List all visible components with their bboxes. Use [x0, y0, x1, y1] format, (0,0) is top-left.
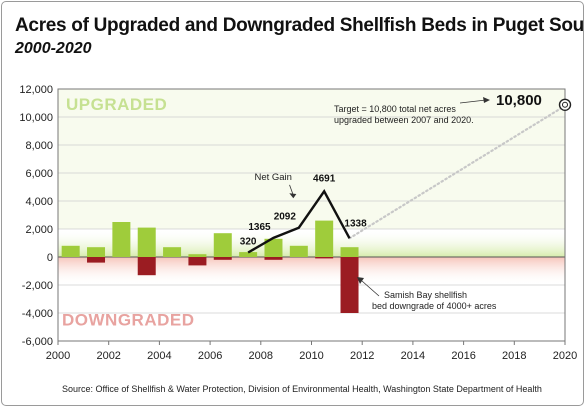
x-tick-label: 2012 — [350, 350, 374, 362]
downgraded-bar — [188, 257, 207, 266]
y-tick-label: 2,000 — [25, 224, 53, 236]
downgraded-bar — [137, 257, 156, 276]
upgraded-bar — [137, 227, 156, 257]
upgraded-bar — [112, 222, 131, 257]
net-gain-pointer-head — [289, 193, 297, 199]
x-tick-label: 2014 — [401, 350, 425, 362]
net-gain-label: Net Gain — [254, 172, 292, 183]
net-gain-value-label: 4691 — [313, 173, 336, 184]
net-gain-value-label: 320 — [240, 237, 257, 248]
x-tick-label: 2008 — [249, 350, 273, 362]
upgraded-bar — [264, 238, 283, 257]
target-pointer-head — [483, 97, 490, 103]
target-marker-inner-icon — [562, 101, 568, 108]
chart-title: Acres of Upgraded and Downgraded Shellfi… — [15, 15, 584, 36]
y-tick-label: 12,000 — [19, 84, 53, 96]
net-gain-value-label: 1338 — [344, 218, 367, 229]
samish-pointer — [361, 280, 380, 297]
y-tick-label: 0 — [47, 252, 53, 264]
upgraded-bar — [289, 245, 308, 257]
downgraded-bar — [87, 257, 106, 263]
downgraded-bar — [264, 257, 283, 260]
upgraded-region-label: UPGRADED — [66, 95, 167, 114]
x-tick-label: 2018 — [502, 350, 526, 362]
x-tick-label: 2020 — [553, 350, 577, 362]
samish-annotation-line-1: Samish Bay shellfish — [384, 290, 467, 300]
x-tick-label: 2010 — [299, 350, 323, 362]
downgraded-region-label: DOWNGRADED — [62, 311, 195, 330]
target-value-label: 10,800 — [496, 92, 542, 109]
upgraded-bar — [315, 220, 334, 257]
y-tick-label: 4,000 — [25, 196, 53, 208]
x-tick-label: 2006 — [198, 350, 222, 362]
source-note: Source: Office of Shellfish & Water Prot… — [62, 384, 542, 394]
y-tick-label: 8,000 — [25, 140, 53, 152]
x-tick-label: 2002 — [96, 350, 120, 362]
net-gain-value-label: 2092 — [274, 212, 297, 223]
samish-pointer-head — [357, 277, 364, 284]
x-tick-label: 2004 — [147, 350, 171, 362]
upgraded-bar — [61, 245, 80, 257]
downgraded-band — [58, 257, 565, 285]
upgraded-bar — [239, 252, 258, 257]
y-tick-label: 10,000 — [19, 112, 53, 124]
y-tick-label: 6,000 — [25, 168, 53, 180]
net-gain-line — [247, 189, 351, 254]
upgraded-bar — [213, 233, 232, 257]
y-tick-label: -4,000 — [22, 308, 53, 320]
target-annotation-line-1: Target = 10,800 total net acres — [334, 104, 456, 114]
net-gain-value-label: 1365 — [248, 222, 271, 233]
upgraded-bar — [87, 247, 106, 257]
upgraded-bar — [163, 247, 182, 257]
target-pointer — [459, 99, 487, 104]
target-marker-icon — [558, 98, 572, 112]
y-tick-label: -2,000 — [22, 280, 53, 292]
samish-annotation-line-2: bed downgrade of 4000+ acres — [372, 301, 497, 311]
y-tick-label: -6,000 — [22, 336, 53, 348]
downgraded-bar — [315, 257, 334, 259]
upgraded-bar — [188, 254, 207, 257]
target-line — [348, 104, 567, 240]
chart-subtitle: 2000-2020 — [15, 40, 92, 57]
x-tick-label: 2000 — [46, 350, 70, 362]
downgraded-bar — [213, 257, 232, 260]
upgraded-bar — [340, 247, 359, 257]
upgraded-band — [58, 229, 565, 257]
target-annotation-line-2: upgraded between 2007 and 2020. — [334, 115, 474, 125]
downgraded-bar — [340, 257, 359, 313]
x-tick-label: 2016 — [451, 350, 475, 362]
